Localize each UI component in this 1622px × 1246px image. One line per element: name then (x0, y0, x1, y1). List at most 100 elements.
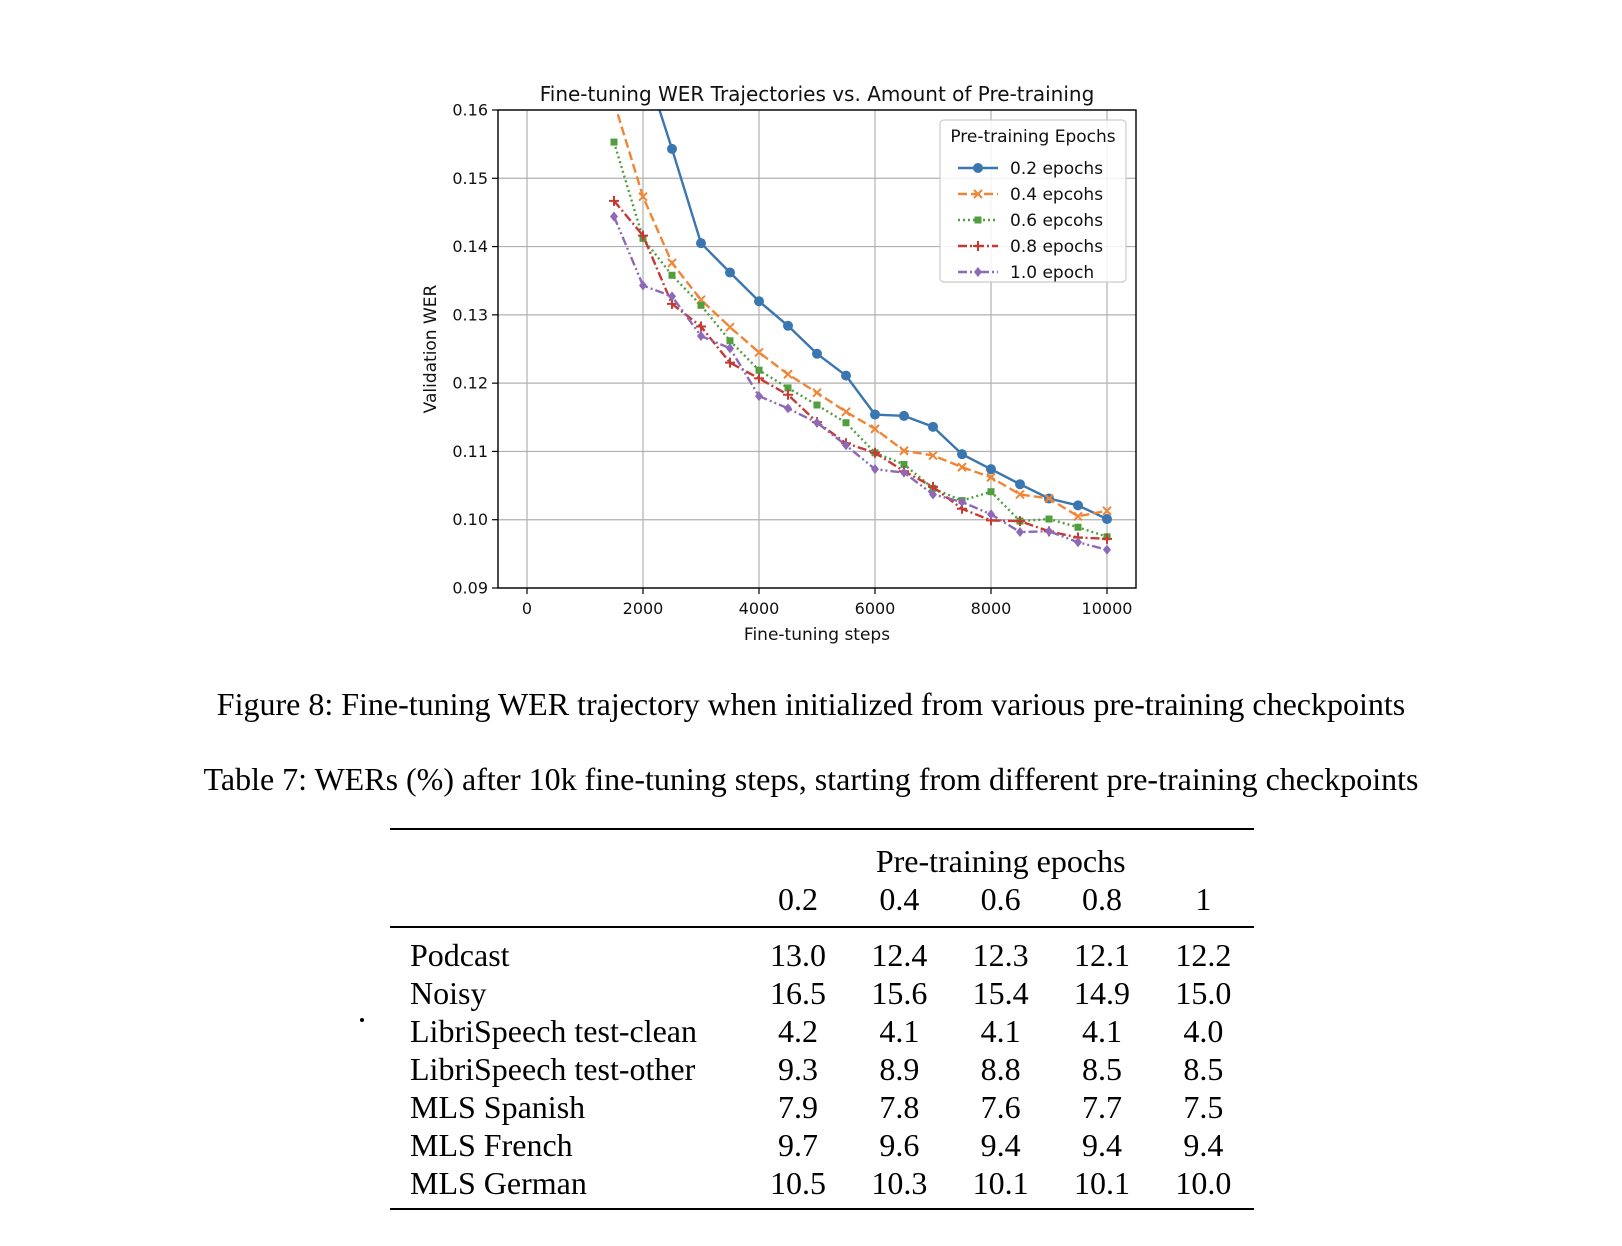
series-0-2-epochs-point (957, 449, 967, 460)
table-cell: 7.6 (980, 1089, 1021, 1125)
x-tick-label: 8000 (971, 599, 1012, 618)
x-tick-label: 6000 (855, 599, 896, 618)
x-axis-label: Fine-tuning steps (744, 625, 890, 645)
y-tick-label: 0.16 (452, 101, 488, 120)
series-0-4-epcohs-point (638, 192, 648, 202)
table-column-header: 0.4 (848, 880, 950, 928)
series-0-2-epochs-point (928, 421, 938, 432)
table-column-header: 0.2 (747, 880, 849, 928)
legend-title: Pre-training Epochs (950, 127, 1115, 147)
series-1-0-epoch-point (1103, 544, 1111, 555)
series-0-6-epcohs-point (697, 301, 705, 309)
series-0-8-epochs-point (638, 230, 648, 241)
row-label: Podcast (410, 937, 510, 973)
series-0-8-epochs-point (725, 357, 735, 368)
series-group (609, 110, 1112, 555)
series-0-4-epcohs-point (1102, 506, 1112, 516)
results-table: Pre-training epochs 0.2 0.4 0.6 0.8 1 Po… (390, 828, 1254, 1210)
table-column-header: 1 (1152, 880, 1254, 928)
row-label: MLS French (410, 1127, 573, 1163)
table-cell: 9.3 (777, 1051, 818, 1087)
table-cell: 7.7 (1081, 1089, 1122, 1125)
series-0-8-epochs-point (696, 321, 706, 332)
row-label: MLS German (390, 1164, 748, 1210)
series-1-0-epoch-point (871, 464, 879, 475)
y-tick-label: 0.09 (452, 579, 488, 598)
table-cell: 4.1 (980, 1013, 1021, 1049)
legend-box (939, 119, 1127, 283)
series-0-6-epcohs-point (610, 138, 618, 146)
table-cell: 9.4 (1081, 1127, 1122, 1163)
series-0-6-epcohs-point (900, 460, 908, 468)
table-cell: 16.5 (769, 975, 826, 1011)
y-tick-label: 0.12 (452, 374, 488, 393)
table-cell: 12.2 (1175, 937, 1232, 973)
table-cell: 7.5 (1183, 1089, 1224, 1125)
series-1-0-epoch-point (958, 496, 966, 507)
y-axis-label: Validation WER (421, 284, 441, 413)
table-row: Noisy 16.5 15.6 15.4 14.9 15.0 (390, 974, 1254, 1012)
table-cell: 8.5 (1183, 1051, 1224, 1087)
table-cell: 8.9 (879, 1051, 920, 1087)
series-0-4-epcohs-point (812, 387, 822, 398)
series-0-2-epochs-point (812, 348, 822, 359)
row-label: LibriSpeech test-clean (410, 1013, 697, 1049)
legend-0-4-epcohs-label: 0.4 epcohs (1010, 185, 1103, 205)
table-cell: 10.5 (747, 1164, 849, 1210)
series-1-0-epoch-point (726, 343, 734, 354)
table-cell: 10.0 (1152, 1164, 1254, 1210)
legend-0-6-epcohs-marker (974, 216, 982, 224)
series-0-4-epcohs-point (986, 472, 996, 483)
series-1-0-epoch-point (668, 291, 676, 302)
series-1-0-epoch-point (784, 403, 792, 414)
series-0-4-epcohs-point (783, 369, 793, 379)
table-caption: Table 7: WERs (%) after 10k fine-tuning … (203, 761, 1419, 797)
series-0-2-epochs-point (1073, 500, 1083, 511)
table-cell: 8.8 (980, 1051, 1021, 1087)
table-cell: 8.5 (1081, 1051, 1122, 1087)
x-tick-label: 2000 (623, 599, 664, 618)
series-0-8-epochs-point (1102, 533, 1112, 544)
row-label: Noisy (410, 975, 487, 1011)
series-0-4-epcohs-point (725, 322, 735, 332)
table-corner-cell (390, 880, 748, 928)
table-group-header-row: Pre-training epochs (390, 829, 1254, 880)
table-cell: 9.4 (1183, 1127, 1224, 1163)
table-cell: 10.1 (1051, 1164, 1153, 1210)
series-1-0-epoch-point (900, 467, 908, 478)
table-row: LibriSpeech test-other 9.3 8.9 8.8 8.5 8… (390, 1050, 1254, 1088)
table-cell: 4.1 (879, 1013, 920, 1049)
table-cell: 12.4 (871, 937, 928, 973)
table-cell: 7.9 (777, 1089, 818, 1125)
series-1-0-epoch-point (813, 417, 821, 428)
series-0-4-epcohs-line (615, 110, 1108, 518)
series-1-0-epoch-line (612, 216, 1108, 551)
table-row: MLS French 9.7 9.6 9.4 9.4 9.4 (390, 1126, 1254, 1164)
table-row: LibriSpeech test-clean 4.2 4.1 4.1 4.1 4… (390, 1012, 1254, 1050)
table-corner-cell (390, 829, 747, 880)
series-0-2-epochs-point (696, 238, 706, 249)
series-0-8-epochs-point (1015, 516, 1025, 527)
series-1-0-epoch-point (929, 489, 937, 500)
table-row: Podcast 13.0 12.4 12.3 12.1 12.2 (390, 927, 1254, 974)
table-cell: 15.6 (871, 975, 928, 1011)
series-0-4-epcohs-point (1015, 489, 1025, 500)
y-tick-label: 0.10 (452, 510, 488, 529)
series-0-2-epochs-point (899, 410, 909, 421)
series-0-6-epcohs-point (1045, 515, 1053, 523)
series-1-0-epoch-point (755, 391, 763, 402)
y-tick-label: 0.11 (452, 442, 488, 461)
y-tick-label: 0.14 (452, 237, 488, 256)
wer-trajectory-chart: 0 2000 4000 6000 8000 10000 0.09 0.10 0.11 0.12 0.… (421, 82, 1137, 645)
legend-0-2-epochs-label: 0.2 epochs (1010, 159, 1103, 179)
series-0-2-epochs-point (754, 296, 764, 307)
series-0-2-epochs-point (1102, 514, 1112, 525)
series-1-0-epoch-point (639, 280, 647, 291)
series-1-0-epoch-point (697, 331, 705, 342)
table-cell: 4.2 (777, 1013, 818, 1049)
plot-frame (497, 109, 1137, 589)
legend-0-2-epochs-marker (973, 163, 983, 173)
series-0-4-epcohs-point (899, 446, 909, 456)
x-tick-label: 0 (522, 599, 532, 618)
series-1-0-epoch-point (842, 440, 850, 451)
